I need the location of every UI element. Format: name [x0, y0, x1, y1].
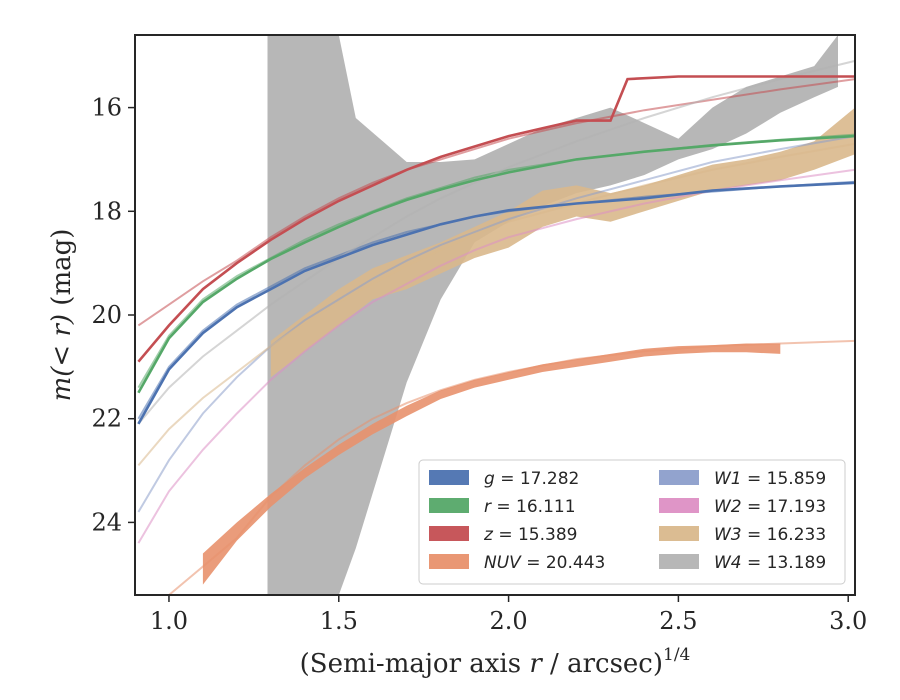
- y-axis-label: m(< r) (mag): [47, 229, 77, 402]
- x-axis-label: (Semi-major axis r / arcsec)1/4: [300, 645, 691, 679]
- profile-line-r: [137, 134, 856, 394]
- y-tick-label: 18: [91, 197, 122, 225]
- legend-box: [418, 459, 846, 585]
- fit-curve-nuv: [168, 339, 856, 596]
- band-nuv: [202, 343, 781, 585]
- y-tick-label: 16: [91, 94, 122, 122]
- legend-label-w1: W1 = 15.859: [714, 469, 826, 489]
- band-w4: [267, 35, 838, 595]
- legend-swatch-w3: [659, 526, 699, 541]
- fit-curve-w2: [137, 168, 856, 544]
- profile-line-z: [137, 75, 855, 363]
- legend-label-w2: W2 = 17.193: [714, 497, 826, 517]
- legend-swatch-r: [429, 498, 469, 513]
- legend: g = 17.282 r = 16.111 z = 15.389 NUV = 20.4…: [418, 459, 846, 585]
- profile-line-g: [137, 181, 856, 425]
- x-tick-label: 2.5: [659, 607, 697, 635]
- legend-label-r: r = 16.111: [484, 497, 576, 517]
- y-tick-label: 20: [91, 301, 122, 329]
- legend-swatch-g: [429, 470, 469, 485]
- legend-swatch-w1: [659, 470, 699, 485]
- legend-swatch-w4: [659, 554, 699, 569]
- x-axis: 1.0 1.5 2.0 2.5 3.0: [150, 595, 867, 635]
- series-layer: [137, 35, 856, 596]
- legend-swatch-w2: [659, 498, 699, 513]
- band-w3: [270, 107, 855, 378]
- x-tick-label: 1.0: [150, 607, 188, 635]
- legend-label-z: z = 15.389: [483, 525, 577, 545]
- fit-curve-w4: [137, 59, 856, 425]
- legend-label-nuv: NUV = 20.443: [484, 553, 605, 573]
- y-tick-label: 24: [91, 508, 122, 536]
- fit-curve-w3: [137, 142, 856, 467]
- legend-label-g: g = 17.282: [484, 469, 579, 489]
- x-tick-label: 2.0: [489, 607, 527, 635]
- legend-swatch-nuv: [429, 554, 469, 569]
- y-tick-label: 22: [91, 405, 122, 433]
- x-tick-label: 3.0: [829, 607, 867, 635]
- legend-swatch-z: [429, 526, 469, 541]
- fit-curve-w1: [137, 135, 856, 513]
- x-tick-label: 1.5: [320, 607, 358, 635]
- legend-label-w3: W3 = 16.233: [714, 525, 826, 545]
- y-axis: 16 18 20 22 24: [91, 94, 135, 536]
- legend-label-w4: W4 = 13.189: [714, 553, 826, 573]
